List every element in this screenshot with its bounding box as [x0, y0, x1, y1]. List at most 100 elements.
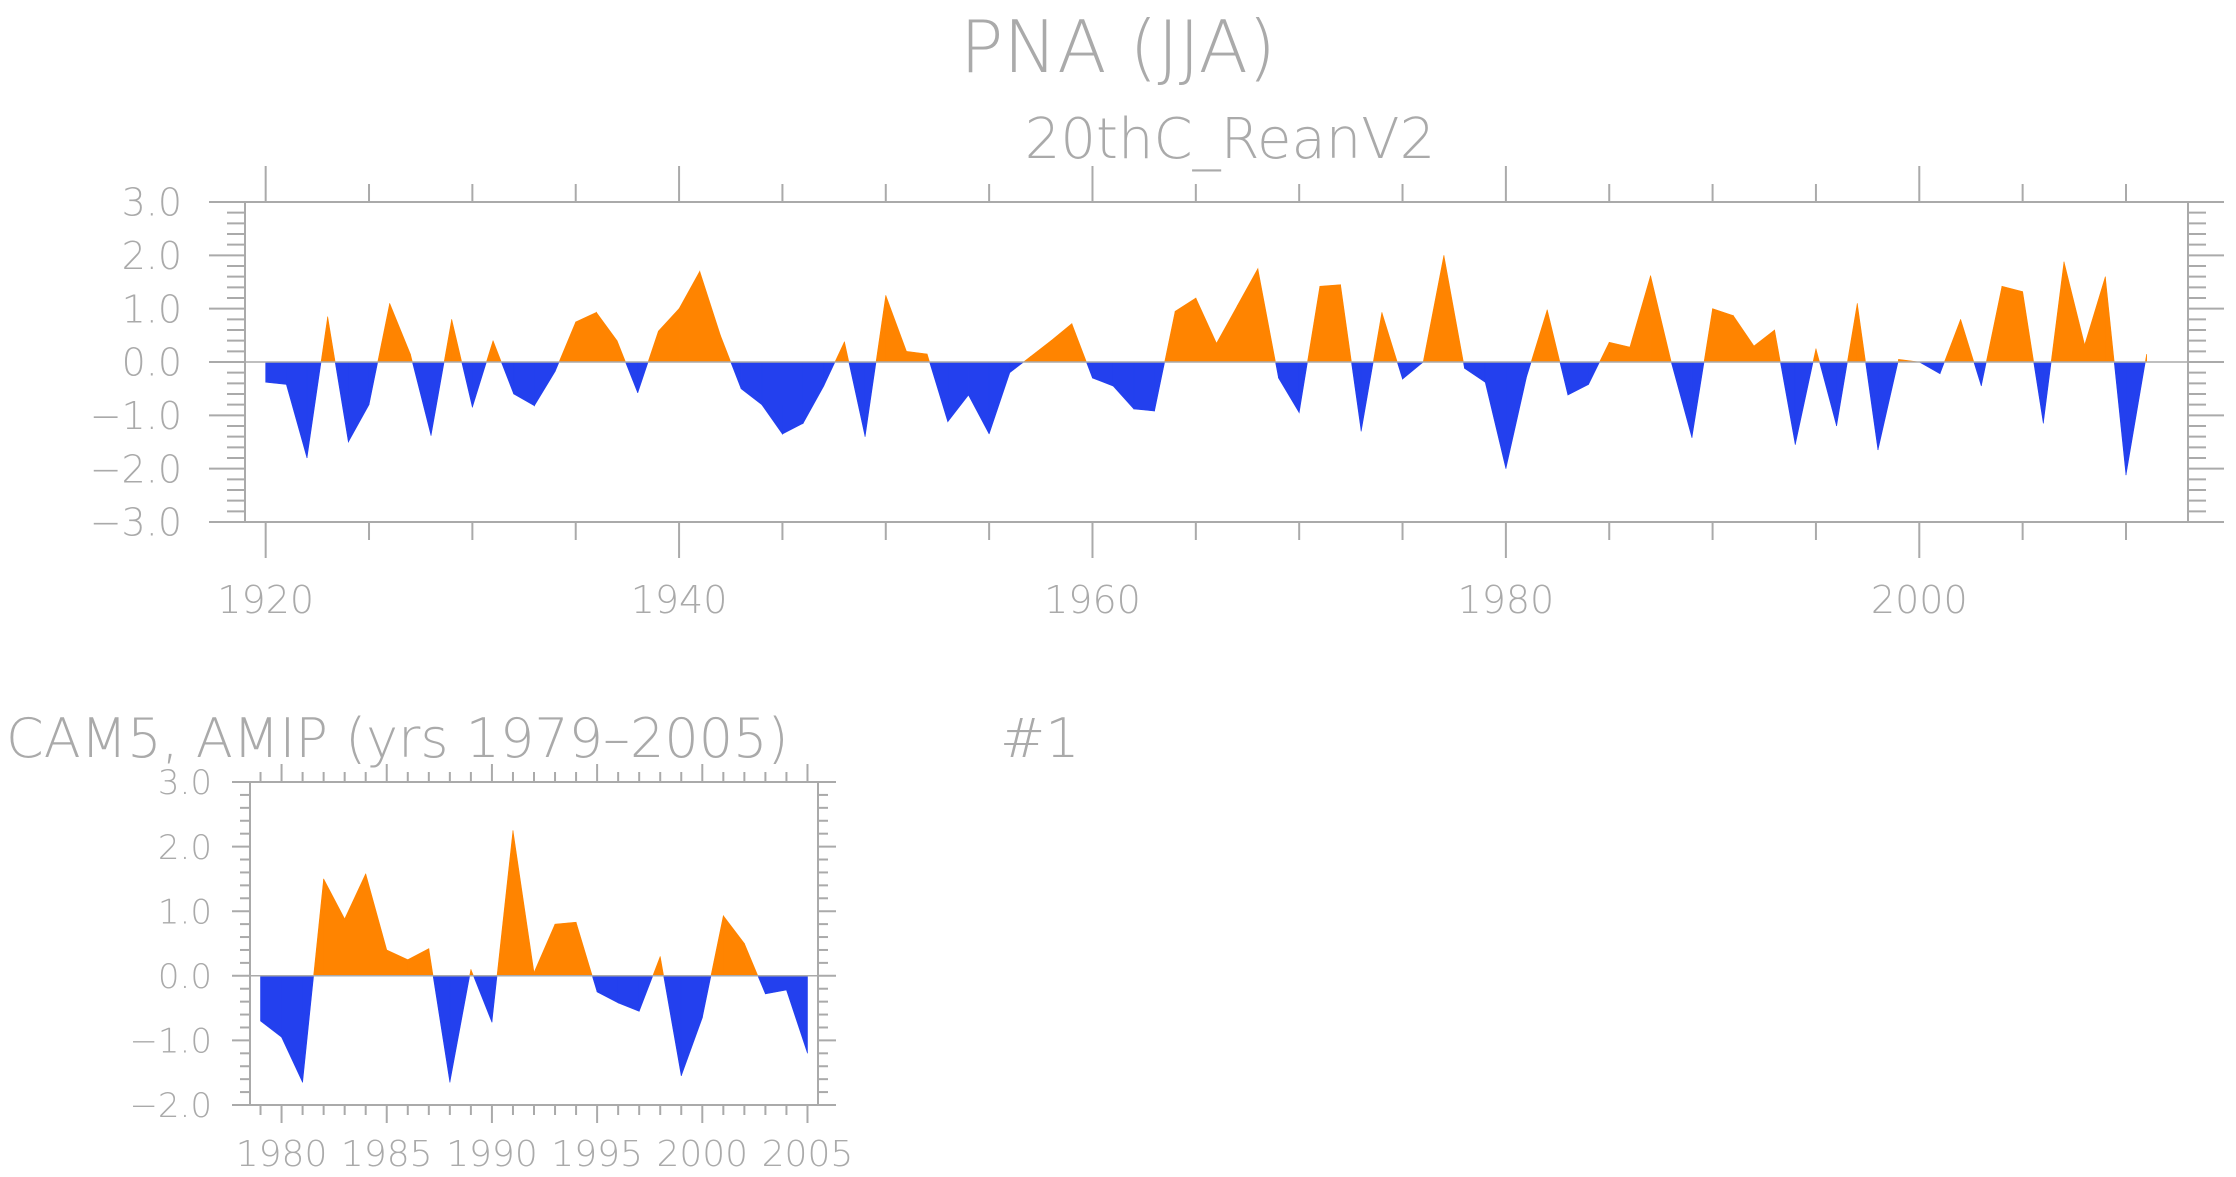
panel-20thc-reanv2: 20thC_ReanV2 3.0 2.0 1.0 0.0 −1.0 −2.0 −… [90, 107, 2224, 622]
negative-anomaly-area [1794, 361, 1814, 445]
negative-anomaly-area [1780, 361, 1796, 445]
negative-anomaly-area [988, 361, 1011, 435]
panel1-x-tick-labels: 1920 1940 1960 1980 2000 [217, 578, 1967, 622]
negative-anomaly-area [968, 361, 990, 435]
negative-anomaly-area [1526, 361, 1532, 378]
negative-anomaly-area [1351, 361, 1362, 432]
positive-anomaly-area [389, 303, 411, 363]
negative-anomaly-area [412, 361, 432, 436]
positive-anomaly-area [410, 353, 413, 363]
positive-anomaly-area [1847, 303, 1858, 363]
positive-anomaly-area [1774, 329, 1781, 363]
negative-anomaly-area [1009, 361, 1025, 374]
p2-ytick-label: 3.0 [158, 763, 212, 803]
positive-anomaly-area [575, 922, 593, 977]
negative-anomaly-area [491, 975, 498, 1023]
p1-xtick-label: 1960 [1044, 578, 1141, 622]
positive-anomaly-area [1443, 255, 1464, 363]
positive-anomaly-area [652, 956, 661, 977]
panel2-ticks [232, 764, 836, 1123]
positive-anomaly-area [1030, 340, 1052, 363]
p1-xtick-label: 1920 [217, 578, 314, 622]
negative-anomaly-area [306, 361, 322, 459]
negative-anomaly-area [786, 975, 808, 1054]
positive-anomaly-area [2084, 276, 2106, 363]
negative-anomaly-area [730, 361, 742, 389]
negative-anomaly-area [1278, 361, 1300, 414]
negative-anomaly-area [1836, 361, 1848, 427]
positive-anomaly-area [2022, 291, 2035, 363]
positive-anomaly-area [720, 335, 732, 363]
negative-anomaly-area [1559, 361, 1569, 396]
panel2-x-tick-labels: 1980 1985 1990 1995 2000 2005 [236, 1134, 854, 1175]
negative-anomaly-area [2043, 361, 2052, 424]
positive-anomaly-area [1216, 304, 1238, 363]
negative-anomaly-area [765, 975, 787, 995]
positive-anomaly-area [1164, 311, 1176, 363]
positive-anomaly-area [658, 307, 680, 363]
negative-anomaly-area [929, 361, 949, 422]
positive-anomaly-area [327, 316, 336, 363]
positive-anomaly-area [443, 319, 453, 363]
positive-anomaly-area [575, 311, 597, 363]
positive-anomaly-area [875, 295, 887, 363]
negative-anomaly-area [1505, 361, 1527, 469]
negative-anomaly-area [281, 975, 303, 1083]
positive-anomaly-area [1422, 255, 1445, 363]
positive-anomaly-area [885, 295, 907, 363]
positive-anomaly-area [1319, 284, 1341, 363]
positive-anomaly-area [2001, 285, 2023, 363]
p1-ytick-label: −1.0 [90, 394, 182, 438]
negative-anomaly-area [823, 361, 836, 387]
negative-anomaly-area [554, 361, 560, 372]
negative-anomaly-area [368, 361, 379, 405]
negative-anomaly-area [701, 975, 712, 1018]
positive-anomaly-area [699, 271, 721, 363]
positive-anomaly-area [1372, 312, 1383, 363]
positive-anomaly-area [744, 943, 759, 977]
negative-anomaly-area [1085, 361, 1093, 379]
negative-anomaly-area [1819, 361, 1837, 427]
negative-anomaly-area [1691, 361, 1705, 438]
positive-anomaly-area [407, 948, 430, 977]
positive-anomaly-area [647, 330, 659, 363]
p2-ytick-label: −1.0 [129, 1022, 212, 1062]
negative-anomaly-area [1402, 361, 1425, 380]
positive-anomaly-area [1703, 308, 1713, 363]
negative-anomaly-area [265, 361, 287, 385]
negative-anomaly-area [1275, 361, 1279, 379]
negative-anomaly-area [302, 975, 314, 1083]
negative-anomaly-area [1092, 361, 1114, 387]
p2-ytick-label: 2.0 [158, 828, 212, 868]
positive-anomaly-area [365, 873, 388, 977]
p2-xtick-label: 1990 [446, 1134, 538, 1175]
positive-anomaly-area [486, 340, 494, 363]
positive-anomaly-area [1812, 348, 1817, 363]
positive-anomaly-area [1340, 284, 1352, 363]
negative-anomaly-area [1360, 361, 1374, 432]
positive-anomaly-area [926, 353, 930, 363]
negative-anomaly-area [1918, 361, 1941, 375]
negative-anomaly-area [500, 361, 515, 395]
positive-anomaly-area [1236, 267, 1259, 363]
positive-anomaly-area [844, 341, 850, 363]
positive-anomaly-area [451, 319, 463, 363]
positive-anomaly-area [1257, 268, 1276, 363]
negative-anomaly-area [1588, 361, 1601, 385]
negative-anomaly-area [1939, 361, 1945, 374]
negative-anomaly-area [802, 361, 825, 425]
positive-anomaly-area [1071, 323, 1087, 363]
positive-anomaly-area [2105, 276, 2115, 363]
positive-anomaly-area [1546, 309, 1561, 363]
positive-anomaly-area [723, 914, 745, 977]
p2-xtick-label: 1995 [551, 1134, 643, 1175]
negative-anomaly-area [1154, 361, 1166, 412]
panel-cam5-amip: CAM5, AMIP (yrs 1979–2005) #1 3.0 2.0 1.… [6, 707, 1080, 1175]
positive-anomaly-area [386, 949, 409, 977]
positive-anomaly-area [1381, 312, 1398, 363]
negative-anomaly-area [1973, 361, 1982, 387]
positive-anomaly-area [2144, 353, 2147, 363]
positive-anomaly-area [678, 270, 701, 363]
panel2-annotation: #1 [1000, 707, 1080, 770]
